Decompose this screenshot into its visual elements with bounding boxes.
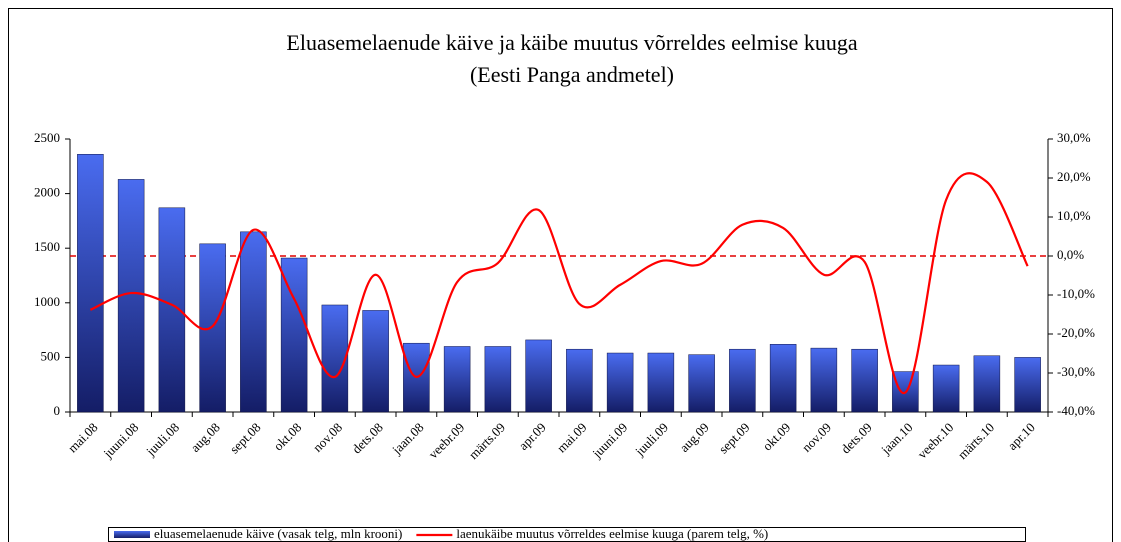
bar: [851, 348, 878, 413]
bar: [932, 364, 960, 413]
bar: [973, 355, 1001, 413]
y2-tick-label: -10,0%: [1057, 286, 1095, 301]
legend-swatch: [114, 531, 150, 538]
chart-subtitle: (Eesti Panga andmetel): [470, 62, 674, 87]
bar: [606, 352, 634, 413]
bar: [688, 354, 715, 413]
y2-tick-label: 20,0%: [1057, 169, 1091, 184]
y-tick-label: 2500: [34, 130, 60, 145]
y-tick-label: 500: [41, 348, 61, 363]
bar: [647, 352, 675, 413]
bar: [199, 243, 226, 413]
bar: [321, 304, 349, 413]
y2-tick-label: -20,0%: [1057, 325, 1095, 340]
bar: [443, 346, 471, 413]
y-tick-label: 2000: [34, 185, 60, 200]
bar: [729, 348, 756, 413]
bar: [769, 344, 797, 413]
y2-tick-label: -40,0%: [1057, 403, 1095, 418]
legend-label: laenukäibe muutus võrreldes eelmise kuug…: [456, 526, 768, 541]
bar: [484, 346, 512, 413]
line: [89, 172, 1029, 394]
bar: [810, 347, 838, 413]
chart-title: Eluasemelaenude käive ja käibe muutus võ…: [286, 30, 857, 55]
y2-tick-label: 10,0%: [1057, 208, 1091, 223]
y-tick-label: 1500: [34, 239, 60, 254]
bar: [240, 231, 267, 413]
bar: [77, 154, 104, 413]
y-tick-label: 1000: [34, 294, 60, 309]
bar: [1014, 357, 1041, 413]
bar: [362, 310, 389, 413]
y2-tick-label: -30,0%: [1057, 364, 1095, 379]
legend: eluasemelaenude käive (vasak telg, mln k…: [108, 526, 1026, 542]
chart-frame: [8, 8, 1113, 542]
bar: [280, 257, 308, 413]
legend-label: eluasemelaenude käive (vasak telg, mln k…: [154, 526, 402, 541]
y2-tick-label: 30,0%: [1057, 130, 1091, 145]
y-tick-label: 0: [54, 403, 61, 418]
bar: [525, 339, 552, 413]
bar: [566, 348, 593, 413]
y2-tick-label: 0,0%: [1057, 247, 1084, 262]
